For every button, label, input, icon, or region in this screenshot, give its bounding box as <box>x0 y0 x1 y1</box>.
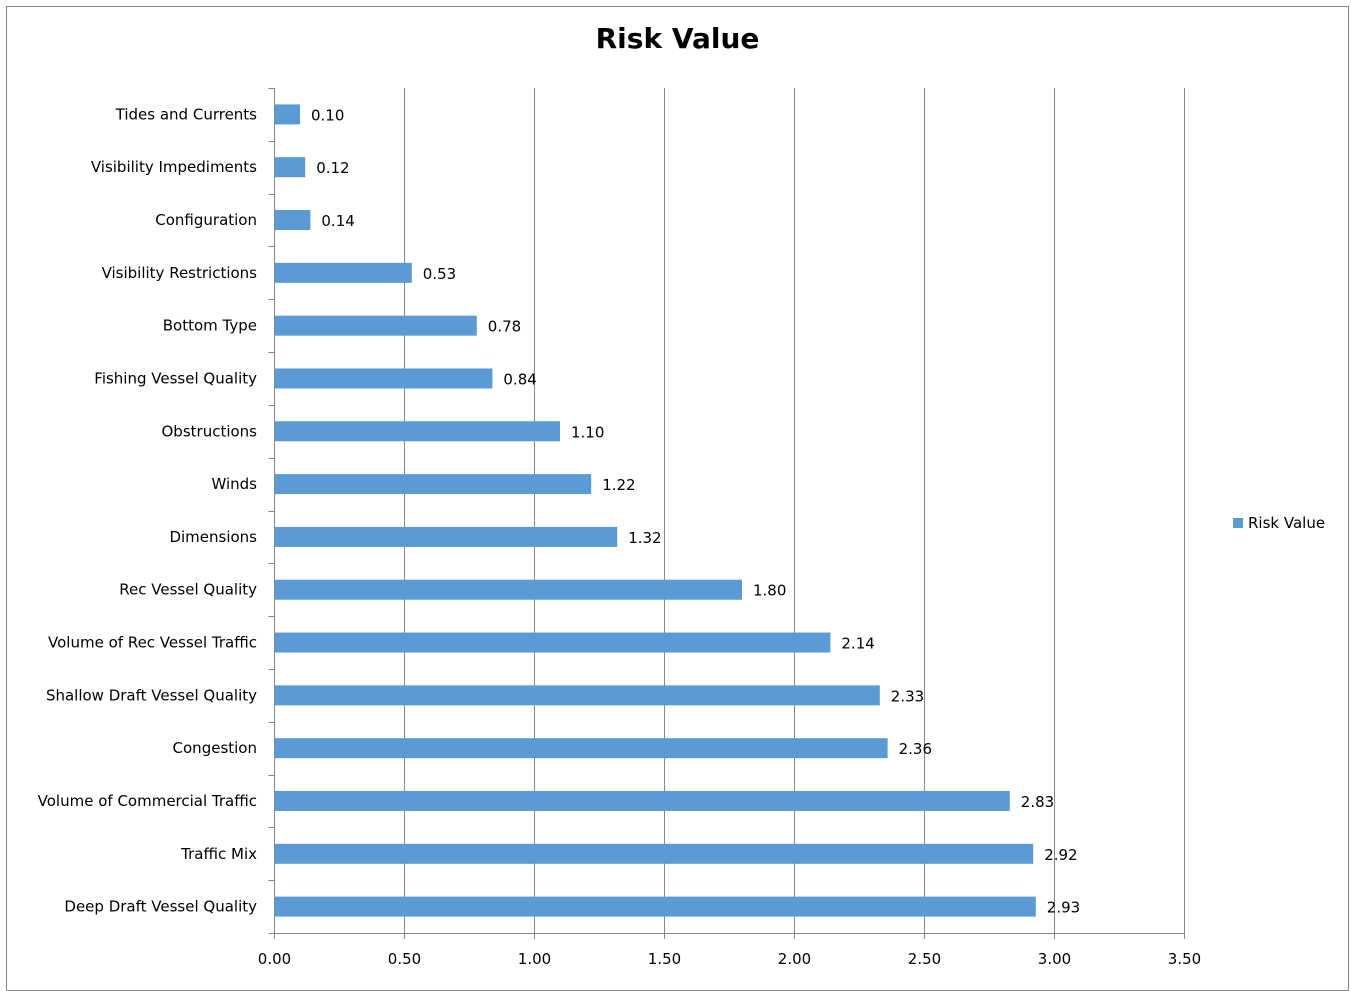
bar <box>275 421 560 442</box>
bar <box>275 315 477 336</box>
data-label: 2.83 <box>1021 793 1054 811</box>
data-label: 1.10 <box>571 423 604 441</box>
bar <box>275 210 311 231</box>
x-tick-label: 0.50 <box>388 950 421 968</box>
category-label: Bottom Type <box>163 317 257 335</box>
x-tick-label: 1.50 <box>648 950 681 968</box>
legend: Risk Value <box>1233 514 1325 532</box>
chart-title: Risk Value <box>595 22 760 55</box>
category-label: Obstructions <box>162 422 258 440</box>
data-label: 0.10 <box>311 106 344 124</box>
category-label: Winds <box>211 475 257 493</box>
category-label: Volume of Rec Vessel Traffic <box>48 634 257 652</box>
data-label: 0.78 <box>488 318 521 336</box>
bar <box>275 157 306 178</box>
legend-swatch <box>1233 518 1243 528</box>
data-label: 0.14 <box>321 212 354 230</box>
category-label: Configuration <box>155 211 257 229</box>
data-label: 1.32 <box>628 529 661 547</box>
data-label: 1.22 <box>602 476 635 494</box>
bar <box>275 368 493 389</box>
category-label: Traffic Mix <box>180 845 257 863</box>
data-label: 2.33 <box>891 687 924 705</box>
data-label: 2.36 <box>899 740 932 758</box>
data-label: 2.14 <box>841 635 874 653</box>
x-tick-label: 3.00 <box>1038 950 1071 968</box>
bar <box>275 632 831 653</box>
x-tick-label: 2.00 <box>778 950 811 968</box>
data-label: 2.93 <box>1047 899 1080 917</box>
x-tick-label: 0.00 <box>258 950 291 968</box>
category-label: Dimensions <box>169 528 257 546</box>
bar <box>275 790 1010 811</box>
data-label: 0.12 <box>316 159 349 177</box>
category-label: Tides and Currents <box>115 105 258 123</box>
chart-frame <box>6 6 1349 991</box>
bar <box>275 843 1034 864</box>
x-tick-label: 3.50 <box>1168 950 1201 968</box>
bar <box>275 526 618 547</box>
category-label: Volume of Commercial Traffic <box>38 792 257 810</box>
category-label: Shallow Draft Vessel Quality <box>46 686 257 704</box>
bar <box>275 896 1036 917</box>
x-tick-label: 1.00 <box>518 950 551 968</box>
category-label: Deep Draft Vessel Quality <box>64 898 257 916</box>
data-label: 0.84 <box>503 370 536 388</box>
bar <box>275 579 742 600</box>
data-label: 2.92 <box>1044 846 1077 864</box>
category-label: Rec Vessel Quality <box>119 581 257 599</box>
category-label: Fishing Vessel Quality <box>94 369 257 387</box>
bar <box>275 104 300 125</box>
category-label: Visibility Impediments <box>91 158 257 176</box>
data-label: 0.53 <box>423 265 456 283</box>
bar <box>275 262 412 283</box>
data-label: 1.80 <box>753 582 786 600</box>
bar <box>275 474 592 495</box>
category-label: Congestion <box>173 739 257 757</box>
category-label: Visibility Restrictions <box>102 264 258 282</box>
bar <box>275 685 880 706</box>
bar <box>275 738 888 759</box>
x-tick-label: 2.50 <box>908 950 941 968</box>
legend-label: Risk Value <box>1248 514 1326 532</box>
